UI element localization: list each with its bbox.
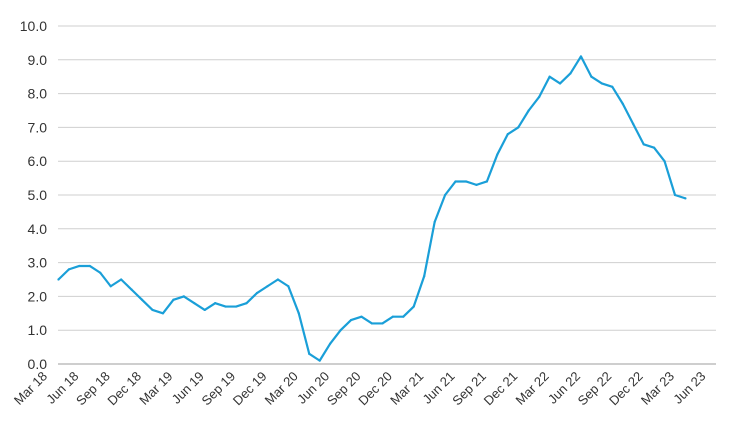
- data-point: [548, 75, 551, 78]
- data-point: [506, 133, 509, 136]
- data-point: [151, 308, 154, 312]
- data-point: [214, 302, 217, 305]
- data-point: [485, 180, 488, 183]
- data-point: [276, 278, 279, 281]
- data-point: [684, 197, 687, 200]
- data-point: [370, 322, 374, 325]
- y-tick-label: 4.0: [28, 221, 48, 237]
- data-point: [88, 264, 91, 268]
- x-tick-label: Dec 22: [606, 369, 646, 409]
- data-point: [538, 95, 541, 99]
- x-tick-label: Mar 21: [387, 369, 426, 408]
- data-point: [402, 315, 405, 318]
- x-tick-label: Mar 18: [11, 369, 50, 408]
- series-layer: [57, 55, 687, 362]
- data-point: [527, 109, 530, 112]
- data-point: [611, 85, 614, 88]
- data-point: [109, 285, 112, 288]
- data-point: [632, 122, 635, 126]
- y-tick-label: 9.0: [28, 52, 48, 68]
- y-tick-label: 5.0: [28, 187, 48, 203]
- x-tick-label: Dec 19: [230, 369, 270, 409]
- data-point: [329, 342, 332, 345]
- data-point: [339, 329, 342, 332]
- data-point: [172, 298, 175, 301]
- data-point: [203, 308, 206, 312]
- data-point: [287, 285, 290, 288]
- x-tick-label: Sep 22: [575, 369, 615, 409]
- data-point: [266, 285, 269, 288]
- x-tick-label: Sep 20: [324, 369, 364, 409]
- y-tick-label: 8.0: [28, 86, 48, 102]
- data-point: [120, 278, 123, 281]
- data-point: [391, 315, 394, 318]
- data-point: [673, 193, 677, 197]
- y-tick-label: 0.0: [28, 356, 48, 372]
- data-point: [245, 302, 248, 305]
- data-point: [130, 288, 133, 291]
- data-point: [224, 305, 227, 308]
- data-point: [140, 298, 144, 301]
- data-point: [663, 160, 666, 163]
- data-point: [99, 271, 102, 274]
- y-axis-ticks: 0.0 1.0 2.0 3.0 4.0 5.0 6.0 7.0 8.0 9.0 10.0: [20, 18, 47, 372]
- data-point: [423, 275, 426, 278]
- data-point: [496, 153, 499, 156]
- data-point: [381, 322, 384, 325]
- x-tick-label: Sep 18: [73, 369, 113, 409]
- data-point: [161, 312, 165, 315]
- data-point: [464, 180, 468, 183]
- y-tick-label: 3.0: [28, 255, 48, 271]
- x-tick-label: Sep 19: [198, 369, 238, 409]
- x-tick-label: Dec 20: [355, 369, 395, 409]
- x-tick-label: Dec 21: [481, 369, 521, 409]
- y-tick-label: 7.0: [28, 119, 48, 135]
- data-point: [235, 305, 238, 308]
- data-point: [412, 305, 415, 308]
- data-point: [558, 82, 562, 85]
- x-tick-label: Mar 23: [638, 369, 677, 408]
- x-tick-label: Jun 23: [670, 369, 708, 407]
- data-point: [475, 183, 478, 186]
- data-point: [318, 359, 321, 362]
- y-tick-label: 6.0: [28, 153, 48, 169]
- data-point: [57, 278, 60, 281]
- data-point: [308, 352, 311, 355]
- data-point: [67, 268, 70, 271]
- series-line: [57, 55, 686, 362]
- data-point: [349, 318, 353, 322]
- gridlines: [58, 25, 716, 365]
- data-point: [255, 291, 259, 295]
- data-point: [433, 220, 436, 224]
- x-tick-label: Dec 18: [104, 369, 144, 409]
- data-point: [642, 143, 645, 146]
- y-tick-label: 1.0: [28, 322, 48, 338]
- data-point: [653, 146, 656, 149]
- data-point: [193, 302, 196, 305]
- data-point: [569, 72, 572, 75]
- x-tick-label: Mar 20: [262, 369, 301, 408]
- x-tick-label: Sep 21: [449, 369, 489, 409]
- data-point: [444, 193, 447, 197]
- y-tick-label: 10.0: [20, 18, 47, 34]
- x-tick-label: Mar 22: [512, 369, 551, 408]
- data-point: [454, 180, 457, 183]
- data-point: [182, 295, 185, 298]
- data-point: [297, 312, 300, 315]
- data-point: [517, 126, 520, 129]
- data-point: [621, 102, 624, 105]
- data-point: [579, 55, 583, 58]
- y-tick-label: 2.0: [28, 288, 48, 304]
- data-point: [360, 315, 363, 318]
- data-point: [590, 75, 593, 78]
- x-tick-label: Mar 19: [136, 369, 175, 408]
- data-point: [78, 264, 81, 268]
- data-point: [600, 82, 603, 85]
